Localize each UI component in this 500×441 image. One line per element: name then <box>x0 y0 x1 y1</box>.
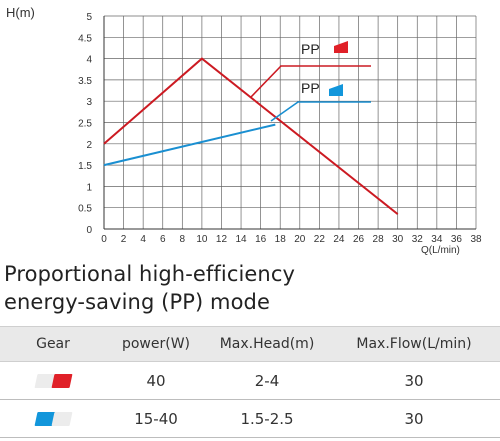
x-tick-label: 28 <box>373 234 385 245</box>
legend-leader-red <box>250 65 371 98</box>
chart-legend: PP PP <box>250 41 371 122</box>
y-tick-label: 5 <box>86 12 92 23</box>
y-tick-label: 3.5 <box>78 76 92 87</box>
series-line-blue <box>103 123 276 167</box>
x-tick-label: 34 <box>431 234 443 245</box>
x-tick-label: 12 <box>216 234 228 245</box>
pump-curve-chart: 0 2 4 6 8 10 12 14 16 18 20 22 24 26 28 30 32 34 36 3800.51… <box>6 5 482 256</box>
legend-leader-blue <box>270 101 371 122</box>
x-tick-label: 36 <box>451 234 463 245</box>
chart-grid <box>103 15 477 230</box>
legend-label-red: PP <box>301 41 320 57</box>
x-tick-label: 26 <box>353 234 365 245</box>
y-tick-label: 1 <box>86 182 92 193</box>
max-head-cell: 1.5-2.5 <box>206 399 328 438</box>
red-gear-icon <box>34 374 73 388</box>
table-header-row: Gear power(W) Max.Head(m) Max.Flow(L/min… <box>0 326 500 362</box>
gear-cell <box>0 361 106 400</box>
legend-label-blue: PP <box>301 80 320 96</box>
y-tick-label: 4 <box>86 55 92 66</box>
y-tick-label: 3 <box>86 97 92 108</box>
chart-series <box>103 57 399 215</box>
blue-gear-icon <box>34 412 73 426</box>
header-max-flow: Max.Flow(L/min) <box>328 326 500 362</box>
x-tick-label: 18 <box>275 234 287 245</box>
x-tick-label: 14 <box>235 234 247 245</box>
power-cell: 15-40 <box>106 399 206 438</box>
x-axis-label: Q(L/min) <box>421 245 460 256</box>
y-tick-label: 0.5 <box>78 204 92 215</box>
legend-swatch-blue <box>329 84 343 96</box>
power-cell: 40 <box>106 361 206 400</box>
header-max-head: Max.Head(m) <box>206 326 328 362</box>
x-tick-label: 20 <box>294 234 306 245</box>
table-row: 40 2-4 30 <box>0 361 500 400</box>
header-power: power(W) <box>106 326 206 362</box>
header-gear: Gear <box>0 326 106 362</box>
x-tick-label: 30 <box>392 234 404 245</box>
x-tick-label: 24 <box>333 234 345 245</box>
x-tick-label: 16 <box>255 234 267 245</box>
y-tick-label: 2 <box>86 140 92 151</box>
mode-heading-line-2: energy-saving (PP) mode <box>4 290 271 314</box>
legend-swatch-red <box>334 41 348 53</box>
chart-tick-labels: 0 2 4 6 8 10 12 14 16 18 20 22 24 26 28 30 32 34 36 3800.51… <box>78 12 482 245</box>
max-flow-cell: 30 <box>328 361 500 400</box>
x-tick-label: 38 <box>470 234 482 245</box>
table-row: 15-40 1.5-2.5 30 <box>0 399 500 438</box>
x-tick-label: 2 <box>121 234 127 245</box>
x-tick-label: 0 <box>101 234 107 245</box>
y-tick-label: 4.5 <box>78 33 92 44</box>
x-tick-label: 6 <box>160 234 166 245</box>
x-tick-label: 4 <box>140 234 146 245</box>
y-tick-label: 1.5 <box>78 161 92 172</box>
gear-cell <box>0 399 106 438</box>
series-line-red <box>103 57 399 215</box>
mode-heading-line-1: Proportional high-efficiency <box>4 262 296 286</box>
y-tick-label: 2.5 <box>78 119 92 130</box>
x-tick-label: 8 <box>180 234 186 245</box>
gear-spec-table: Gear power(W) Max.Head(m) Max.Flow(L/min… <box>0 326 500 438</box>
max-flow-cell: 30 <box>328 399 500 438</box>
y-tick-label: 0 <box>86 225 92 236</box>
max-head-cell: 2-4 <box>206 361 328 400</box>
x-tick-label: 32 <box>412 234 424 245</box>
x-tick-label: 10 <box>196 234 208 245</box>
y-axis-label: H(m) <box>6 5 35 20</box>
x-tick-label: 22 <box>314 234 326 245</box>
